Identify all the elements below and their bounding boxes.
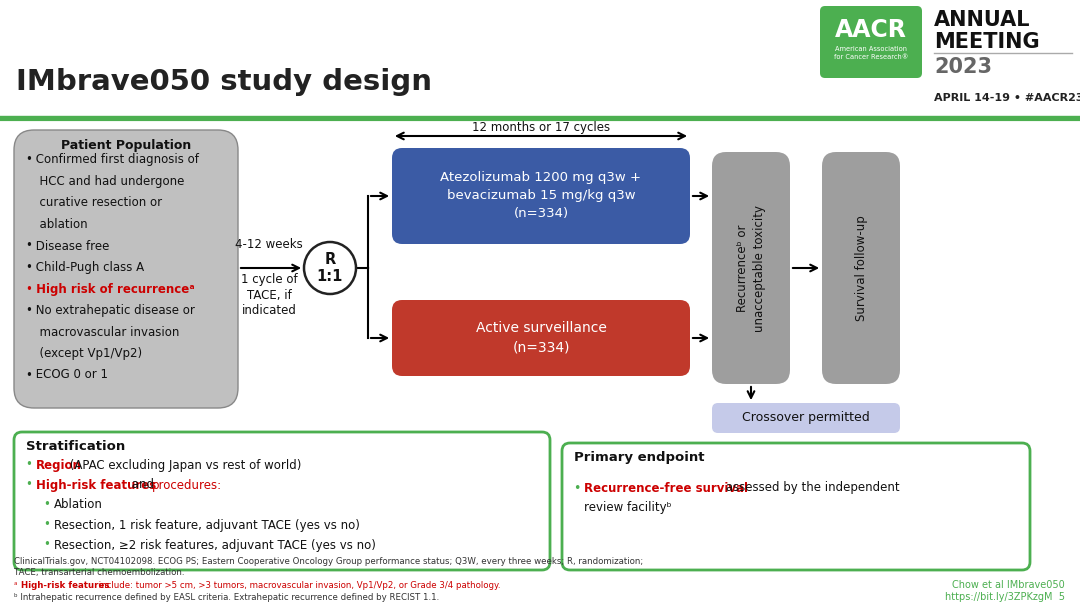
Text: AACR: AACR (835, 18, 907, 42)
Text: •: • (25, 304, 32, 317)
FancyBboxPatch shape (14, 130, 238, 408)
Text: •: • (26, 479, 37, 491)
Text: Region: Region (36, 459, 82, 471)
Text: Resection, 1 risk feature, adjuvant TACE (yes vs no): Resection, 1 risk feature, adjuvant TACE… (54, 519, 360, 531)
FancyBboxPatch shape (820, 6, 922, 78)
Text: IMbrave050 study design: IMbrave050 study design (16, 68, 432, 96)
Text: •: • (25, 368, 32, 382)
Text: (except Vp1/Vp2): (except Vp1/Vp2) (32, 347, 143, 360)
FancyBboxPatch shape (392, 300, 690, 376)
Text: 4-12 weeks: 4-12 weeks (235, 239, 302, 251)
Text: Recurrence-free survival: Recurrence-free survival (584, 482, 748, 494)
Text: •: • (44, 499, 55, 511)
Text: Child-Pugh class A: Child-Pugh class A (32, 261, 144, 274)
FancyBboxPatch shape (562, 443, 1030, 570)
Text: 2023: 2023 (934, 57, 993, 77)
Text: •: • (25, 261, 32, 274)
Circle shape (303, 242, 356, 294)
Text: ECOG 0 or 1: ECOG 0 or 1 (32, 368, 108, 382)
Text: •: • (25, 282, 32, 296)
Text: •: • (44, 519, 55, 531)
Text: High risk of recurrenceᵃ: High risk of recurrenceᵃ (32, 282, 194, 296)
Text: ᵃ: ᵃ (14, 581, 21, 590)
Text: Disease free: Disease free (32, 239, 109, 253)
Text: •: • (25, 153, 32, 167)
Text: •: • (25, 239, 32, 253)
Text: No extrahepatic disease or: No extrahepatic disease or (32, 304, 194, 317)
Text: American Association
for Cancer Research®: American Association for Cancer Research… (834, 46, 908, 60)
Text: macrovascular invasion: macrovascular invasion (32, 325, 179, 339)
Text: Patient Population: Patient Population (60, 139, 191, 152)
Text: include: tumor >5 cm, >3 tumors, macrovascular invasion, Vp1/Vp2, or Grade 3/4 p: include: tumor >5 cm, >3 tumors, macrova… (96, 581, 500, 590)
Text: assessed by the independent: assessed by the independent (723, 482, 900, 494)
Text: •: • (573, 482, 585, 494)
Text: review facilityᵇ: review facilityᵇ (584, 502, 672, 514)
Text: •: • (44, 539, 55, 551)
Text: Ablation: Ablation (54, 499, 103, 511)
Text: Crossover permitted: Crossover permitted (742, 411, 869, 424)
Text: Active surveillance
(n=334): Active surveillance (n=334) (475, 321, 607, 355)
Text: Confirmed first diagnosis of: Confirmed first diagnosis of (32, 153, 199, 167)
Text: High-risk features: High-risk features (21, 581, 109, 590)
Text: ᵇ Intrahepatic recurrence defined by EASL criteria. Extrahepatic recurrence defi: ᵇ Intrahepatic recurrence defined by EAS… (14, 593, 440, 602)
Text: Survival follow-up: Survival follow-up (854, 215, 867, 321)
Text: 1 cycle of
TACE, if
indicated: 1 cycle of TACE, if indicated (241, 273, 297, 316)
FancyBboxPatch shape (712, 152, 789, 384)
Text: TACE, transarterial chemoembolization.: TACE, transarterial chemoembolization. (14, 568, 185, 578)
Text: and: and (127, 479, 158, 491)
Text: 12 months or 17 cycles: 12 months or 17 cycles (472, 121, 610, 135)
FancyBboxPatch shape (822, 152, 900, 384)
Text: Atezolizumab 1200 mg q3w +
bevacizumab 15 mg/kg q3w
(n=334): Atezolizumab 1200 mg q3w + bevacizumab 1… (441, 171, 642, 221)
FancyBboxPatch shape (14, 432, 550, 570)
Text: ClinicalTrials.gov, NCT04102098. ECOG PS; Eastern Cooperative Oncology Group per: ClinicalTrials.gov, NCT04102098. ECOG PS… (14, 556, 644, 565)
Text: (APAC excluding Japan vs rest of world): (APAC excluding Japan vs rest of world) (66, 459, 301, 471)
Text: ANNUAL: ANNUAL (934, 10, 1030, 30)
Text: Recurrenceᵇ or
unacceptable toxicity: Recurrenceᵇ or unacceptable toxicity (735, 204, 766, 331)
Text: MEETING: MEETING (934, 32, 1040, 52)
Text: procedures:: procedures: (152, 479, 222, 491)
Text: High-risk features: High-risk features (36, 479, 156, 491)
Text: Chow et al IMbrave050: Chow et al IMbrave050 (953, 580, 1065, 590)
Text: R
1:1: R 1:1 (316, 252, 343, 284)
FancyBboxPatch shape (392, 148, 690, 244)
Text: Resection, ≥2 risk features, adjuvant TACE (yes vs no): Resection, ≥2 risk features, adjuvant TA… (54, 539, 376, 551)
Text: •: • (26, 459, 37, 471)
Text: HCC and had undergone: HCC and had undergone (32, 175, 185, 188)
Text: https://bit.ly/3ZPKzgM  5: https://bit.ly/3ZPKzgM 5 (945, 592, 1065, 602)
Text: ablation: ablation (32, 218, 87, 231)
FancyBboxPatch shape (712, 403, 900, 433)
Text: curative resection or: curative resection or (32, 196, 162, 210)
Text: Stratification: Stratification (26, 439, 125, 453)
Text: Primary endpoint: Primary endpoint (573, 450, 704, 464)
Text: APRIL 14-19 • #AACR23: APRIL 14-19 • #AACR23 (934, 93, 1080, 103)
